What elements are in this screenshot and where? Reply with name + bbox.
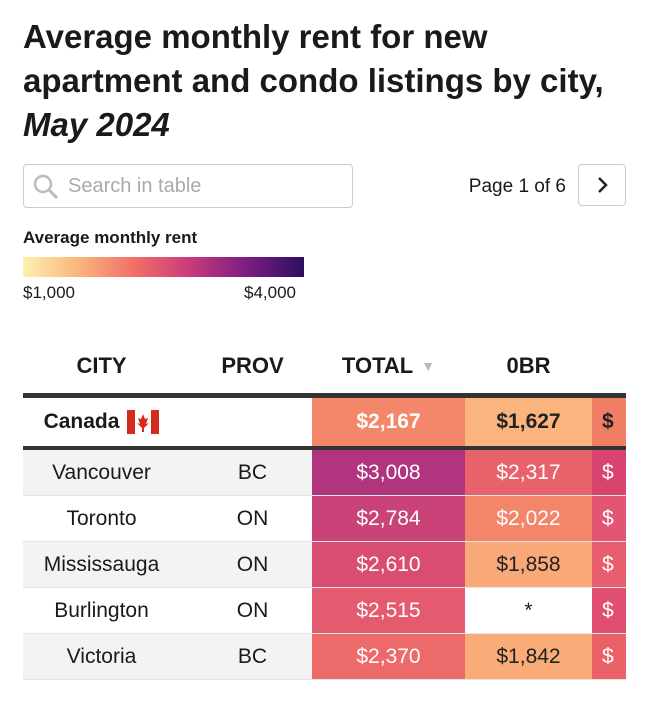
cell: Mississauga: [43, 552, 160, 576]
column-header[interactable]: 0BR: [506, 353, 551, 378]
chevron: [598, 177, 608, 193]
cell: Toronto: [66, 506, 137, 530]
cell: $2,317: [465, 450, 592, 495]
legend-min: $1,000: [23, 283, 75, 302]
cell: $1,842: [465, 634, 592, 679]
cell: $: [592, 450, 626, 495]
cell: $: [592, 496, 626, 541]
column-header[interactable]: TOTAL ▼: [341, 353, 436, 378]
cell: $2,515: [312, 588, 465, 633]
column-header[interactable]: PROV: [221, 353, 284, 378]
title: Average monthly rent for new: [23, 18, 488, 55]
cell: $3,008: [312, 450, 465, 495]
cell: Burlington: [54, 598, 149, 622]
next-button[interactable]: [578, 164, 626, 206]
cell: $: [592, 542, 626, 587]
page-label: Page 1 of 6: [468, 176, 566, 197]
rule: [23, 393, 626, 398]
cell: $2,370: [312, 634, 465, 679]
cell: $1,627: [465, 398, 592, 446]
legend-gradient: [23, 257, 304, 277]
rule: [23, 446, 626, 450]
cell: ON: [236, 552, 269, 576]
cell: Victoria: [66, 644, 137, 668]
search-icon: [33, 174, 59, 200]
search-box[interactable]: Search in table: [23, 164, 353, 208]
cell: ON: [236, 506, 269, 530]
cell: $1,858: [465, 542, 592, 587]
legend-title: Average monthly rent: [23, 228, 198, 247]
cell: $: [592, 634, 626, 679]
sort-icon: ▼: [421, 358, 436, 374]
cell: $: [592, 398, 626, 446]
title: apartment and condo listings by city,: [23, 62, 604, 99]
table: CITY PROV TOTAL ▼ 0BR Canada $2,167 $1,627 $ Vanc…: [23, 340, 626, 685]
cell: $2,167: [312, 398, 465, 446]
legend-max: $4,000: [244, 283, 296, 302]
flag: [127, 410, 160, 434]
cell: BC: [237, 460, 268, 484]
column-header[interactable]: CITY: [76, 353, 127, 378]
cell: $: [592, 588, 626, 633]
cell: $2,022: [465, 496, 592, 541]
cell: $2,784: [312, 496, 465, 541]
cell: ON: [236, 598, 269, 622]
title: May 2024: [23, 106, 170, 143]
cell: *: [465, 588, 592, 633]
cell: Canada: [23, 398, 180, 446]
cell: Vancouver: [52, 460, 151, 484]
cell: BC: [237, 644, 268, 668]
search-placeholder: Search in table: [68, 175, 202, 197]
cell: $2,610: [312, 542, 465, 587]
